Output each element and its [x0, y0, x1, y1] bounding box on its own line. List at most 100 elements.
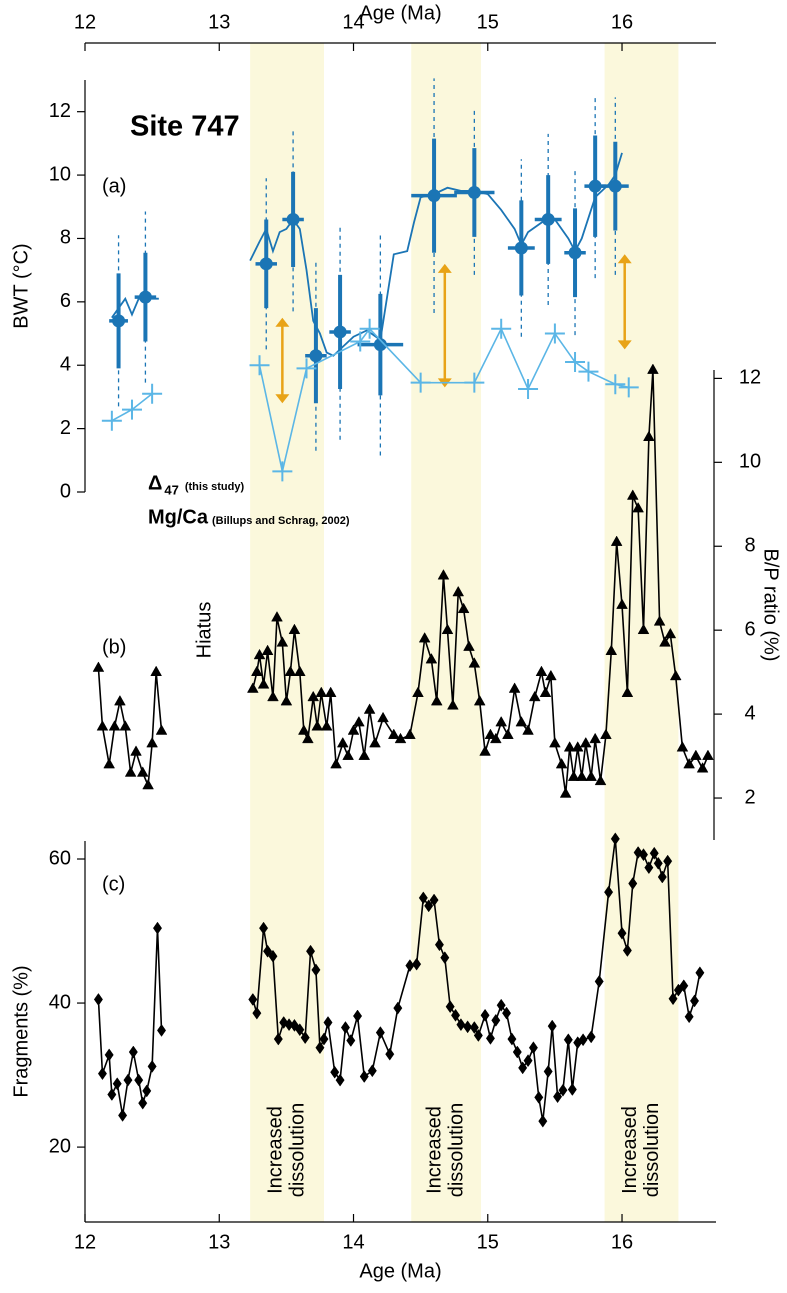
panel-label: (a)	[102, 175, 126, 197]
arrow-head	[275, 394, 290, 404]
marker	[571, 741, 584, 752]
x-tick-label: 13	[208, 11, 230, 33]
marker	[363, 703, 376, 714]
marker	[534, 1090, 544, 1104]
marker	[103, 757, 115, 769]
marker	[668, 992, 678, 1006]
arrow-head	[437, 263, 452, 273]
band-label: Increased	[264, 1106, 286, 1194]
marker	[535, 665, 548, 676]
marker	[447, 699, 459, 710]
x-tick-label: 14	[342, 1231, 364, 1253]
marker	[306, 944, 316, 958]
marker	[324, 686, 337, 697]
marker	[330, 757, 342, 769]
marker	[604, 885, 614, 899]
x-tick-label: 13	[208, 1231, 230, 1253]
marker	[307, 690, 320, 702]
marker	[585, 770, 597, 781]
marker	[579, 736, 592, 748]
marker	[586, 1030, 596, 1044]
y-tick-label: 0	[60, 480, 71, 502]
marker	[502, 728, 514, 739]
marker	[340, 1021, 350, 1034]
marker	[622, 944, 632, 957]
band-label: dissolution	[641, 1103, 663, 1198]
marker	[549, 736, 561, 748]
marker	[659, 636, 671, 647]
marker	[434, 938, 444, 952]
marker	[621, 686, 634, 697]
marker	[315, 1041, 325, 1055]
marker	[518, 379, 539, 399]
marker	[565, 352, 586, 373]
marker	[150, 665, 162, 676]
marker	[441, 623, 454, 635]
marker	[430, 695, 443, 706]
marker	[479, 745, 491, 756]
x-tick-label: 12	[74, 1231, 96, 1253]
marker	[295, 1023, 305, 1037]
marker	[108, 720, 121, 731]
marker	[452, 585, 465, 597]
panel-label: (c)	[102, 873, 125, 895]
marker	[555, 757, 568, 769]
marker	[252, 1006, 262, 1020]
marker	[323, 1016, 333, 1029]
marker	[594, 774, 607, 786]
marker	[512, 1045, 522, 1059]
marker	[508, 682, 521, 693]
marker	[271, 611, 283, 622]
arrow-head	[617, 340, 632, 350]
marker	[142, 1084, 152, 1098]
y-tick-label: 8	[60, 227, 71, 249]
marker	[653, 615, 666, 626]
marker	[268, 949, 278, 963]
marker	[342, 749, 354, 760]
marker	[679, 979, 689, 993]
marker	[367, 1064, 377, 1078]
marker	[618, 377, 639, 398]
marker	[547, 1019, 557, 1033]
marker	[437, 569, 450, 580]
marker	[347, 724, 360, 735]
marker	[147, 1059, 157, 1073]
marker	[353, 1009, 363, 1023]
marker	[543, 1065, 553, 1078]
marker	[485, 1031, 495, 1045]
marker	[563, 741, 576, 752]
marker	[296, 358, 317, 379]
legend-subscript: 47	[164, 482, 178, 497]
band-label: dissolution	[286, 1103, 308, 1198]
marker	[544, 323, 565, 344]
marker	[336, 736, 349, 748]
marker	[626, 489, 639, 500]
marker	[669, 669, 682, 681]
marker	[273, 1032, 283, 1046]
y-tick-label: 2	[744, 786, 755, 808]
marker	[518, 1061, 528, 1075]
series-line	[111, 326, 629, 472]
y-tick-label: 10	[739, 451, 761, 473]
marker	[418, 632, 431, 643]
marker	[248, 993, 258, 1006]
marker	[335, 1073, 345, 1087]
marker	[152, 921, 163, 935]
marker	[114, 695, 126, 706]
marker	[515, 715, 528, 727]
band-label: Increased	[619, 1106, 641, 1194]
marker	[385, 1047, 395, 1061]
marker	[251, 665, 263, 676]
marker	[311, 720, 324, 731]
marker	[456, 1018, 466, 1032]
marker	[142, 383, 163, 404]
marker	[489, 732, 502, 744]
marker	[288, 623, 301, 635]
marker	[684, 1010, 694, 1024]
marker	[104, 1048, 114, 1062]
y-tick-label: 40	[49, 991, 71, 1013]
band-label: Increased	[423, 1106, 445, 1194]
marker	[610, 832, 620, 846]
marker	[330, 1065, 340, 1079]
